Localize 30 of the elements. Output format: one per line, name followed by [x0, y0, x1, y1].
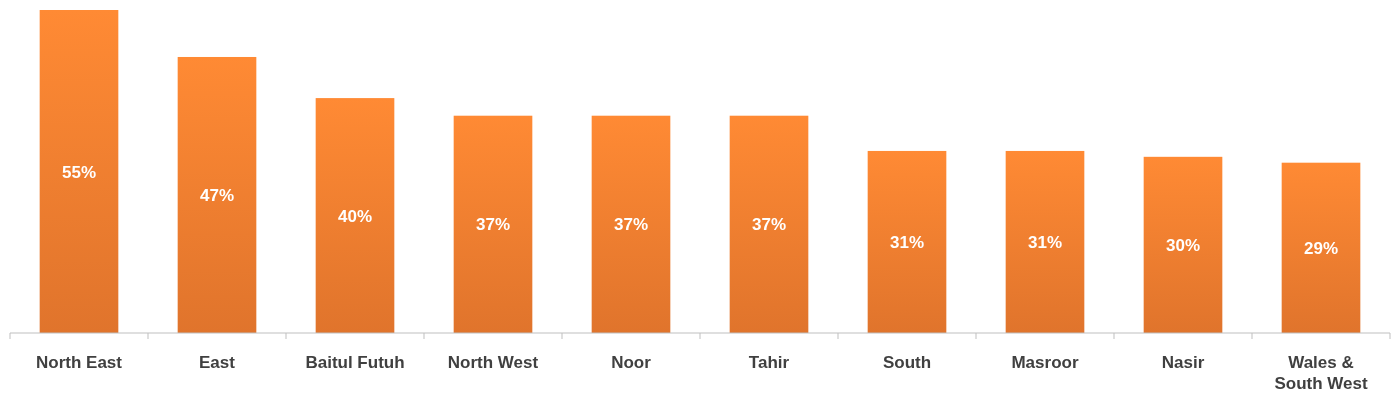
- data-label: 31%: [889, 232, 925, 252]
- data-label: 30%: [1165, 235, 1201, 255]
- bar: [867, 150, 947, 333]
- data-label: 37%: [751, 215, 787, 235]
- x-tick-label: Nasir: [1161, 353, 1205, 372]
- bar: [39, 10, 119, 333]
- bar: [453, 115, 533, 333]
- x-tick-label: Noor: [611, 353, 652, 372]
- bar: [591, 115, 671, 333]
- x-tick-label: Wales & South West: [1274, 353, 1368, 393]
- data-label: 37%: [475, 215, 511, 235]
- bar: [315, 98, 395, 333]
- x-tick-label: North East: [36, 353, 123, 372]
- bar: [729, 115, 809, 333]
- data-label: 37%: [613, 215, 649, 235]
- x-tick-label: Masroor: [1011, 353, 1079, 372]
- bar: [1281, 162, 1361, 333]
- bar: [177, 56, 257, 333]
- data-label: 29%: [1303, 238, 1339, 258]
- x-tick-label: South: [882, 353, 932, 372]
- x-tick-label: East: [199, 353, 236, 372]
- bar: [1005, 150, 1085, 333]
- data-label: 47%: [199, 185, 235, 205]
- x-tick-label: Tahir: [748, 353, 790, 372]
- bar: [1143, 156, 1223, 333]
- x-tick-label: Baitul Futuh: [305, 353, 405, 372]
- data-label: 55%: [61, 162, 97, 182]
- data-label: 40%: [337, 206, 373, 226]
- data-label: 31%: [1027, 232, 1063, 252]
- x-tick-label: North West: [447, 353, 539, 372]
